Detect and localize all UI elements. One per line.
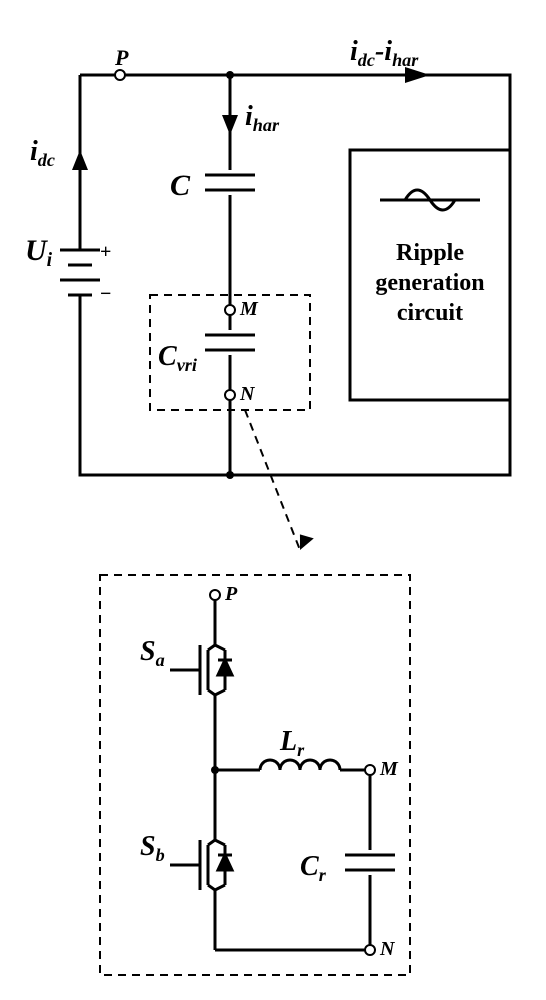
mosfet-sb [170, 830, 232, 890]
node-p-top [115, 70, 125, 80]
i-dc-arrow [72, 150, 88, 170]
voltage-source [60, 220, 100, 310]
node-n-label-top: N [239, 383, 256, 405]
ripple-text2: generation [375, 270, 484, 296]
capacitor-cvri-label: Cvri [158, 341, 197, 375]
lr-label: Lr [279, 726, 305, 760]
node-n-top [225, 390, 235, 400]
node-n-detail-label: N [379, 938, 396, 960]
source-minus: − [100, 283, 111, 305]
mosfet-sa [170, 635, 232, 695]
detail-box [100, 575, 410, 975]
source-plus: + [100, 241, 111, 263]
ripple-text1: Ripple [396, 240, 464, 266]
inductor-lr [215, 760, 370, 770]
ripple-text3: circuit [397, 300, 463, 326]
node-p-detail-label: P [224, 583, 238, 605]
node-m-detail-label: M [379, 758, 399, 780]
i-dc-label: idc [30, 136, 55, 170]
capacitor-cr [345, 855, 395, 870]
detail-arrow [245, 410, 300, 550]
i-har-label: ihar [245, 101, 280, 135]
node-p-label: P [114, 45, 129, 70]
capacitor-cvri [205, 335, 255, 350]
i-har-arrow [222, 115, 238, 135]
circuit-diagram: P idc ihar idc-ihar + − Ui C [0, 0, 546, 1000]
cr-label: Cr [300, 851, 327, 885]
detail-arrowhead [292, 529, 314, 550]
node-m-label-top: M [239, 298, 259, 320]
node-m-detail [365, 765, 375, 775]
capacitor-c-label: C [170, 169, 191, 202]
capacitor-c [205, 175, 255, 190]
node-p-detail [210, 590, 220, 600]
node-m-top [225, 305, 235, 315]
i-out-label: idc-ihar [350, 36, 419, 70]
source-label: Ui [25, 234, 53, 271]
sa-label: Sa [140, 636, 165, 670]
sb-label: Sb [140, 831, 165, 865]
node-n-detail [365, 945, 375, 955]
